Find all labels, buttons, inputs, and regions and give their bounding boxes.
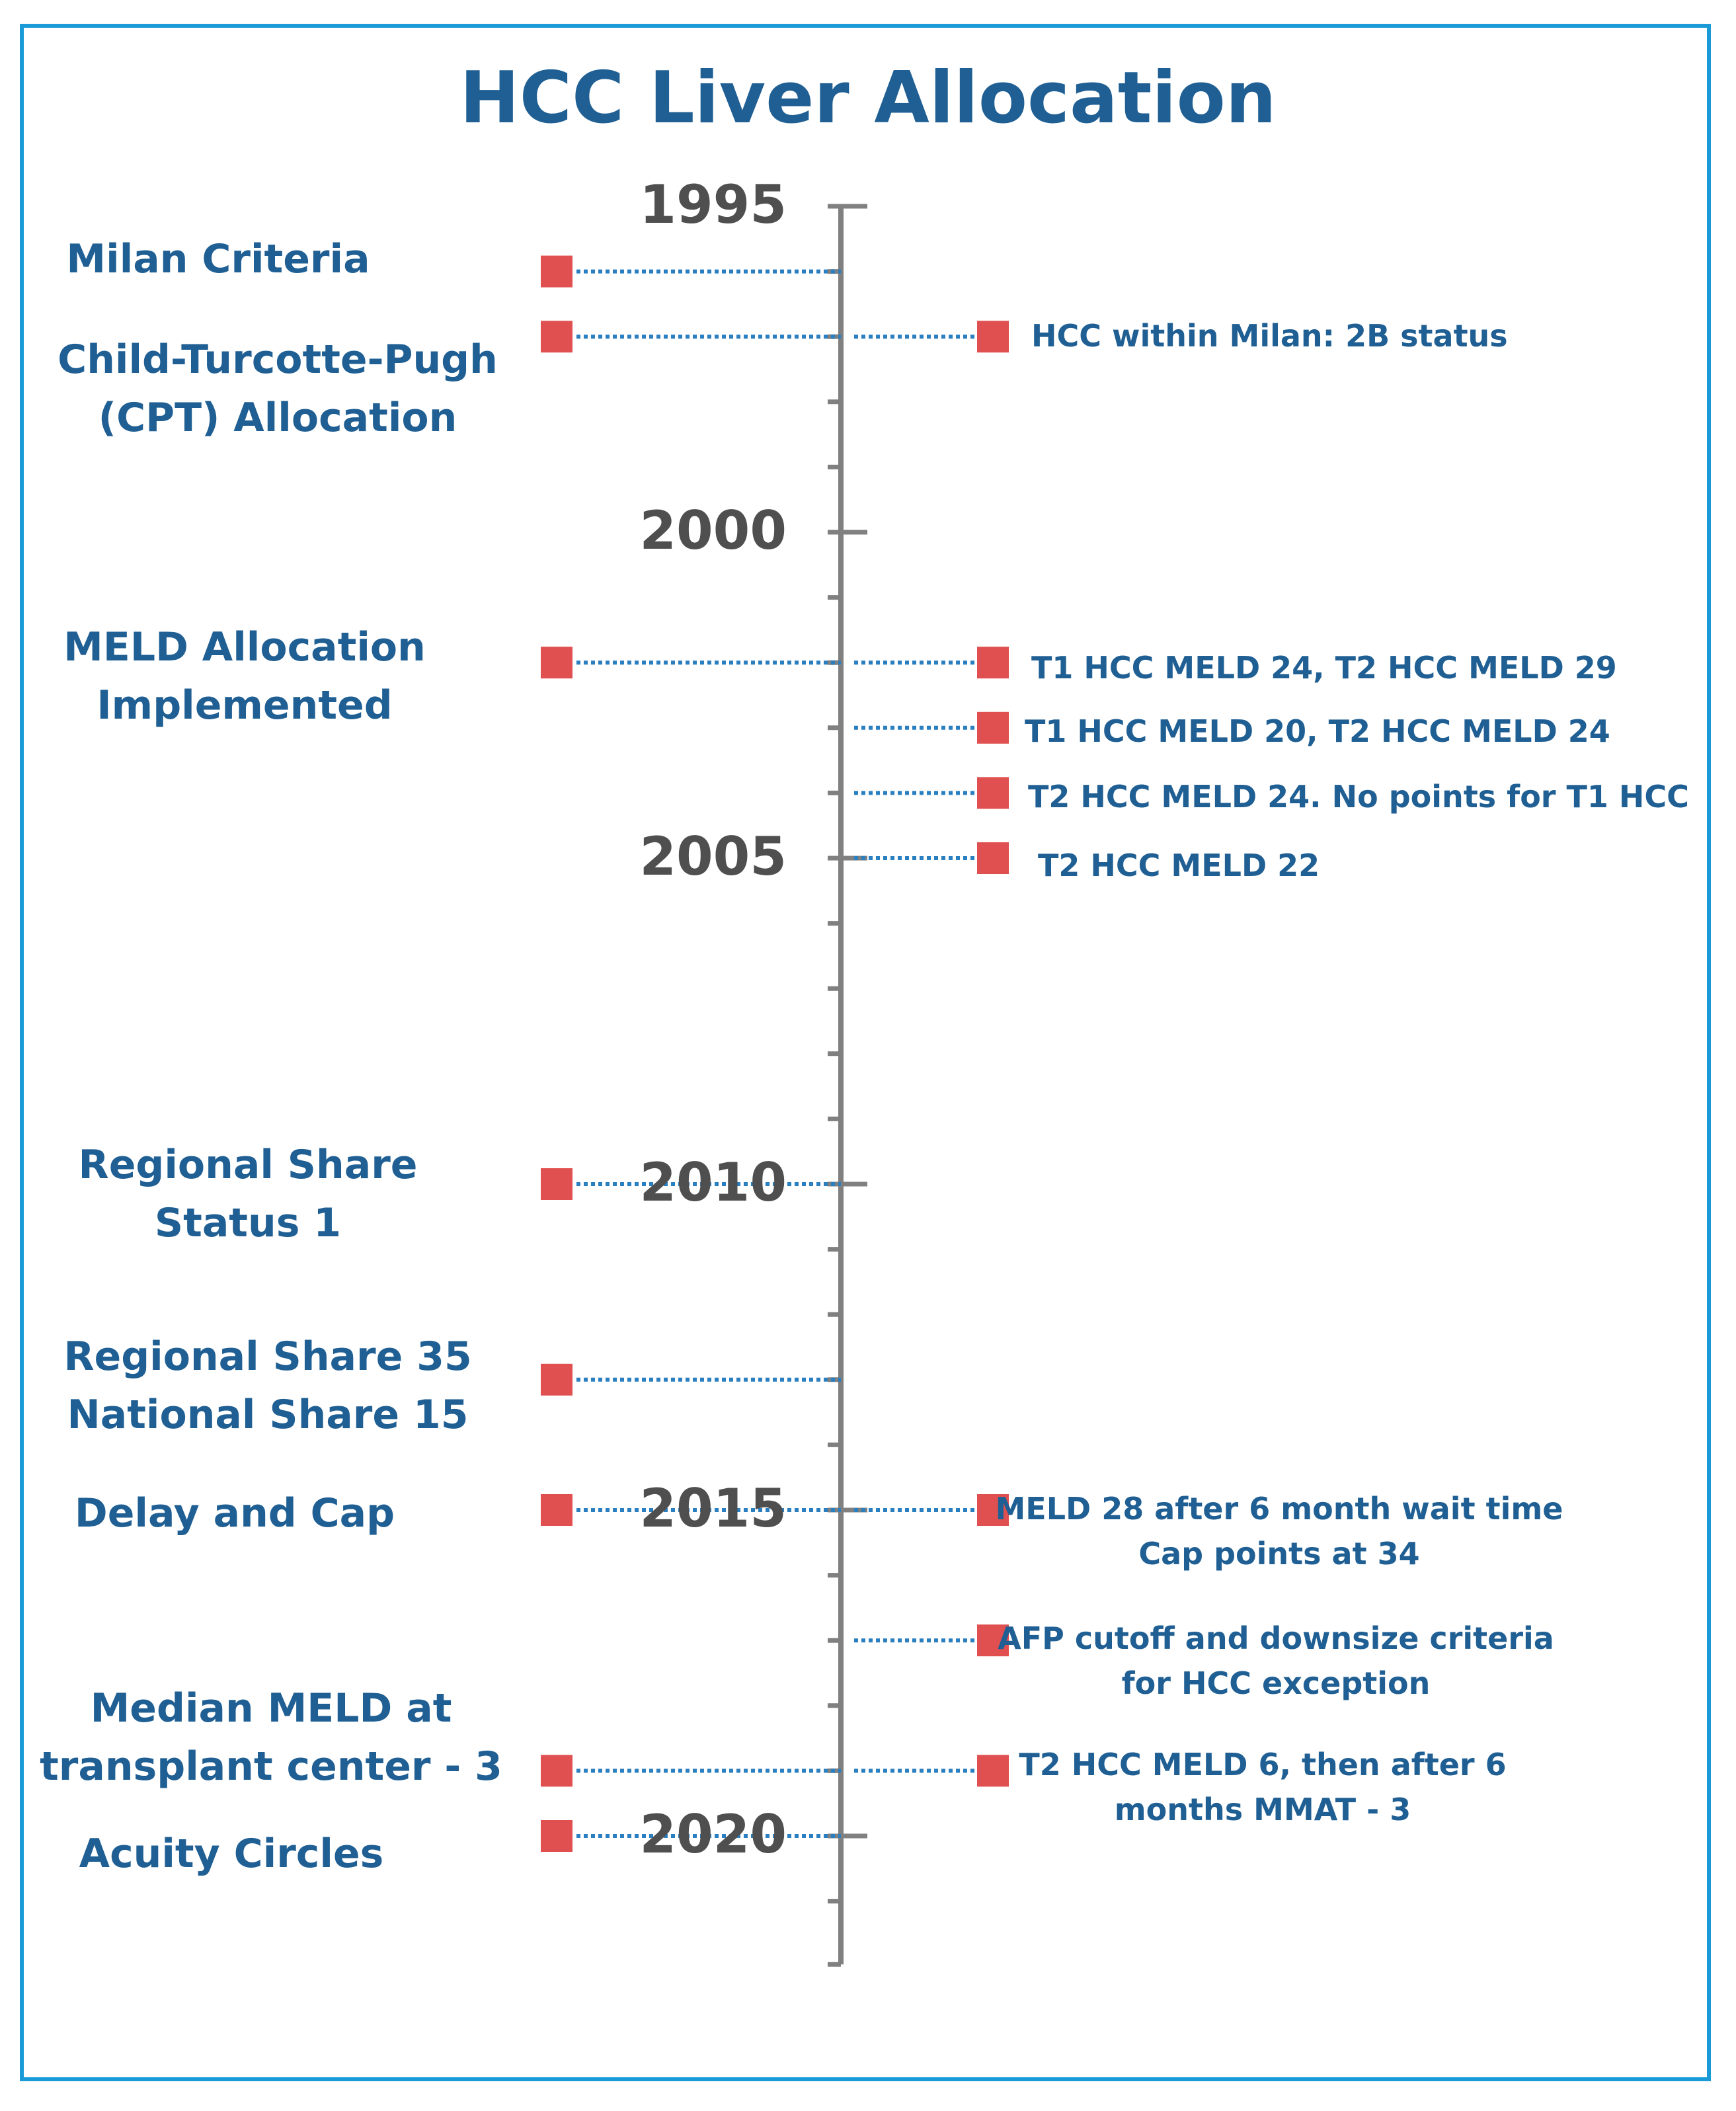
- right-event-marker: [977, 842, 1009, 874]
- left-event-line: Regional Share: [78, 1142, 418, 1188]
- left-event-line: Status 1: [154, 1200, 342, 1246]
- right-event-line: months MMAT - 3: [1114, 1792, 1411, 1827]
- left-event-label: MELD Allocation Implemented: [13, 618, 476, 735]
- right-event-marker: [977, 711, 1009, 744]
- right-event-marker: [977, 1755, 1009, 1787]
- left-event-label: Milan Criteria: [0, 230, 450, 288]
- left-event-label: Median MELD at transplant center - 3: [40, 1679, 502, 1796]
- year-label: 2000: [639, 500, 787, 561]
- left-event-marker: [541, 321, 572, 353]
- right-event-line: for HCC exception: [1121, 1665, 1431, 1701]
- left-event-line: Regional Share 35: [63, 1334, 472, 1380]
- right-event-label: T2 HCC MELD 6, then after 6 months MMAT -…: [932, 1742, 1593, 1832]
- left-event-line: Acuity Circles: [79, 1831, 384, 1877]
- left-event-marker: [541, 647, 572, 679]
- right-event-marker: [977, 777, 1009, 809]
- right-event-label: T2 HCC MELD 22: [1038, 843, 1320, 888]
- right-event-line: T1 HCC MELD 24, T2 HCC MELD 29: [1031, 650, 1617, 686]
- left-event-line: MELD Allocation: [63, 624, 426, 670]
- right-event-line: MELD 28 after 6 month wait time: [995, 1491, 1563, 1527]
- left-event-label: Regional Share Status 1: [17, 1136, 479, 1252]
- left-event-marker: [541, 255, 572, 288]
- right-event-line: Cap points at 34: [1138, 1536, 1420, 1572]
- right-event-line: T2 HCC MELD 24. No points for T1 HCC: [1028, 779, 1689, 815]
- left-event-label: Acuity Circles: [0, 1825, 463, 1883]
- right-event-label: AFP cutoff and downsize criteria for HCC …: [945, 1616, 1606, 1706]
- year-label: 1995: [639, 174, 787, 235]
- right-event-line: T2 HCC MELD 6, then after 6: [1019, 1747, 1507, 1782]
- right-event-marker: [977, 1624, 1009, 1657]
- left-event-marker: [541, 1494, 572, 1526]
- year-label: 2005: [639, 826, 787, 887]
- year-label: 2020: [639, 1804, 787, 1865]
- left-event-label: Delay and Cap: [3, 1484, 466, 1542]
- left-event-line: Median MELD at: [90, 1685, 452, 1732]
- right-event-line: T2 HCC MELD 22: [1038, 848, 1320, 883]
- left-event-marker: [541, 1755, 572, 1787]
- left-event-marker: [541, 1820, 572, 1852]
- left-event-line: Delay and Cap: [74, 1490, 395, 1536]
- right-event-label: MELD 28 after 6 month wait time Cap point…: [949, 1486, 1610, 1576]
- left-event-marker: [541, 1168, 572, 1200]
- right-event-marker: [977, 647, 1009, 679]
- left-event-label: Child-Turcotte-Pugh (CPT) Allocation: [46, 331, 509, 447]
- diagram-border: [20, 24, 1711, 2081]
- left-event-line: Child-Turcotte-Pugh: [58, 337, 498, 383]
- right-event-label: T1 HCC MELD 24, T2 HCC MELD 29: [1031, 645, 1617, 690]
- left-event-line: (CPT) Allocation: [98, 395, 457, 441]
- left-event-marker: [541, 1363, 572, 1396]
- year-label: 2015: [639, 1478, 787, 1539]
- right-event-line: HCC within Milan: 2B status: [1031, 318, 1508, 354]
- left-event-line: Implemented: [97, 682, 393, 729]
- left-event-line: National Share 15: [67, 1392, 469, 1438]
- right-event-label: T1 HCC MELD 20, T2 HCC MELD 24: [1025, 709, 1610, 754]
- right-event-label: HCC within Milan: 2B status: [1031, 313, 1508, 358]
- left-event-line: Milan Criteria: [66, 236, 370, 282]
- year-label: 2010: [639, 1152, 787, 1213]
- left-event-label: Regional Share 35 National Share 15: [36, 1328, 499, 1444]
- right-event-label: T2 HCC MELD 24. No points for T1 HCC: [1028, 774, 1689, 819]
- right-event-marker: [977, 321, 1009, 353]
- right-event-line: T1 HCC MELD 20, T2 HCC MELD 24: [1025, 713, 1610, 749]
- diagram-title: HCC Liver Allocation: [459, 57, 1277, 139]
- right-event-marker: [977, 1494, 1009, 1526]
- left-event-line: transplant center - 3: [40, 1743, 502, 1790]
- right-event-line: AFP cutoff and downsize criteria: [998, 1620, 1554, 1656]
